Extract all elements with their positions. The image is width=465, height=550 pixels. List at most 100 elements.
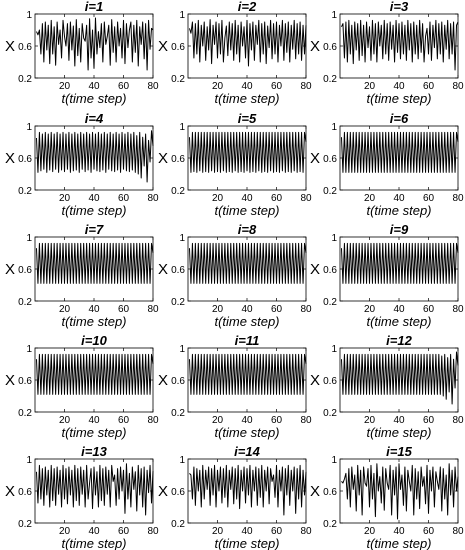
x-axis-label: t(time step) <box>214 425 279 440</box>
chart-panel-15: i=15 20 40 60 80 0.2 0.6 1 Xt(time step) <box>310 444 464 550</box>
series-line <box>340 242 459 284</box>
y-axis-label: X <box>310 38 320 55</box>
x-tick-label: 80 <box>452 81 464 92</box>
y-tick-label: 0.2 <box>18 186 32 197</box>
series-line <box>188 131 307 173</box>
y-axis-label: X <box>158 261 168 278</box>
panel-title: i=2 <box>238 0 257 14</box>
series-line <box>188 242 307 284</box>
x-axis-label: t(time step) <box>214 91 279 106</box>
x-tick-label: 60 <box>423 81 435 92</box>
x-tick-label: 40 <box>88 81 100 92</box>
y-tick-label: 0.2 <box>171 186 185 197</box>
y-tick-label: 0.2 <box>171 408 185 419</box>
y-tick-label: 0.2 <box>171 297 185 308</box>
y-tick-label: 0.6 <box>18 376 32 387</box>
panel-title: i=15 <box>386 444 412 459</box>
x-tick-label: 40 <box>241 526 253 537</box>
x-tick-label: 80 <box>452 304 464 315</box>
y-tick-label: 0.6 <box>323 42 337 53</box>
x-tick-label: 20 <box>364 526 376 537</box>
chart-panel-4: i=4 20 40 60 80 0.2 0.6 1 Xt(time step) <box>5 111 159 218</box>
chart-panel-7: i=7 20 40 60 80 0.2 0.6 1 Xt(time step) <box>5 222 159 329</box>
y-tick-label: 1 <box>26 344 32 355</box>
chart-panel-6: i=6 20 40 60 80 0.2 0.6 1 Xt(time step) <box>310 111 464 218</box>
x-axis-label: t(time step) <box>366 425 431 440</box>
y-axis-label: X <box>5 372 15 389</box>
x-tick-label: 80 <box>300 526 312 537</box>
y-tick-label: 1 <box>26 455 32 466</box>
x-tick-label: 40 <box>393 415 405 426</box>
x-tick-label: 20 <box>212 304 224 315</box>
axes-box <box>34 347 154 413</box>
chart-panel-9: i=9 20 40 60 80 0.2 0.6 1 Xt(time step) <box>310 222 464 329</box>
x-tick-label: 40 <box>88 193 100 204</box>
x-tick-label: 40 <box>393 81 405 92</box>
x-axis-label: t(time step) <box>61 425 126 440</box>
y-tick-label: 1 <box>331 122 337 133</box>
x-tick-label: 80 <box>452 193 464 204</box>
x-tick-label: 80 <box>300 304 312 315</box>
x-tick-label: 60 <box>271 526 283 537</box>
x-tick-label: 20 <box>59 415 71 426</box>
panel-title: i=8 <box>238 222 257 237</box>
y-tick-label: 1 <box>26 10 32 21</box>
y-tick-label: 1 <box>179 455 185 466</box>
x-tick-label: 40 <box>241 415 253 426</box>
panel-title: i=9 <box>390 222 409 237</box>
y-axis-label: X <box>310 483 320 500</box>
x-tick-label: 80 <box>147 81 159 92</box>
x-tick-label: 20 <box>59 193 71 204</box>
x-tick-label: 80 <box>147 526 159 537</box>
y-tick-label: 0.6 <box>323 154 337 165</box>
x-tick-label: 20 <box>364 415 376 426</box>
x-tick-label: 60 <box>118 526 130 537</box>
panel-title: i=6 <box>390 111 409 126</box>
y-tick-label: 0.6 <box>18 154 32 165</box>
series-line <box>35 242 154 284</box>
y-tick-label: 0.6 <box>323 487 337 498</box>
y-tick-label: 1 <box>331 10 337 21</box>
series-line <box>340 131 459 173</box>
y-axis-label: X <box>5 261 15 278</box>
series-line <box>188 19 307 67</box>
x-tick-label: 20 <box>212 81 224 92</box>
y-axis-label: X <box>158 372 168 389</box>
axes-box <box>339 236 459 302</box>
x-tick-label: 60 <box>423 415 435 426</box>
y-tick-label: 0.2 <box>18 519 32 530</box>
x-tick-label: 20 <box>364 81 376 92</box>
chart-panel-1: i=1 20 40 60 80 0.2 0.6 1 Xt(time step) <box>5 0 159 106</box>
y-tick-label: 0.6 <box>323 376 337 387</box>
x-axis-label: t(time step) <box>214 203 279 218</box>
x-axis-label: t(time step) <box>366 91 431 106</box>
series-line <box>36 17 154 71</box>
x-tick-label: 60 <box>271 415 283 426</box>
panel-title: i=14 <box>234 444 260 459</box>
x-tick-label: 40 <box>88 415 100 426</box>
chart-panel-3: i=3 20 40 60 80 0.2 0.6 1 Xt(time step) <box>310 0 464 106</box>
x-tick-label: 80 <box>300 193 312 204</box>
series-line <box>340 351 459 405</box>
x-tick-label: 60 <box>118 193 130 204</box>
chart-panel-10: i=10 20 40 60 80 0.2 0.6 1 Xt(time step) <box>5 333 159 440</box>
y-tick-label: 1 <box>179 233 185 244</box>
x-axis-label: t(time step) <box>61 314 126 329</box>
y-tick-label: 0.2 <box>323 408 337 419</box>
y-tick-label: 0.2 <box>323 519 337 530</box>
y-tick-label: 1 <box>179 10 185 21</box>
x-tick-label: 80 <box>147 304 159 315</box>
panel-title: i=1 <box>85 0 103 14</box>
panel-title: i=5 <box>238 111 257 126</box>
x-axis-label: t(time step) <box>214 536 279 550</box>
panel-title: i=10 <box>81 333 107 348</box>
y-tick-label: 0.6 <box>323 265 337 276</box>
x-axis-label: t(time step) <box>61 91 126 106</box>
x-tick-label: 60 <box>118 415 130 426</box>
y-tick-label: 1 <box>179 122 185 133</box>
y-tick-label: 0.2 <box>18 74 32 85</box>
axes-box <box>339 125 459 191</box>
x-tick-label: 80 <box>452 526 464 537</box>
series-line <box>189 464 307 516</box>
x-tick-label: 40 <box>393 193 405 204</box>
